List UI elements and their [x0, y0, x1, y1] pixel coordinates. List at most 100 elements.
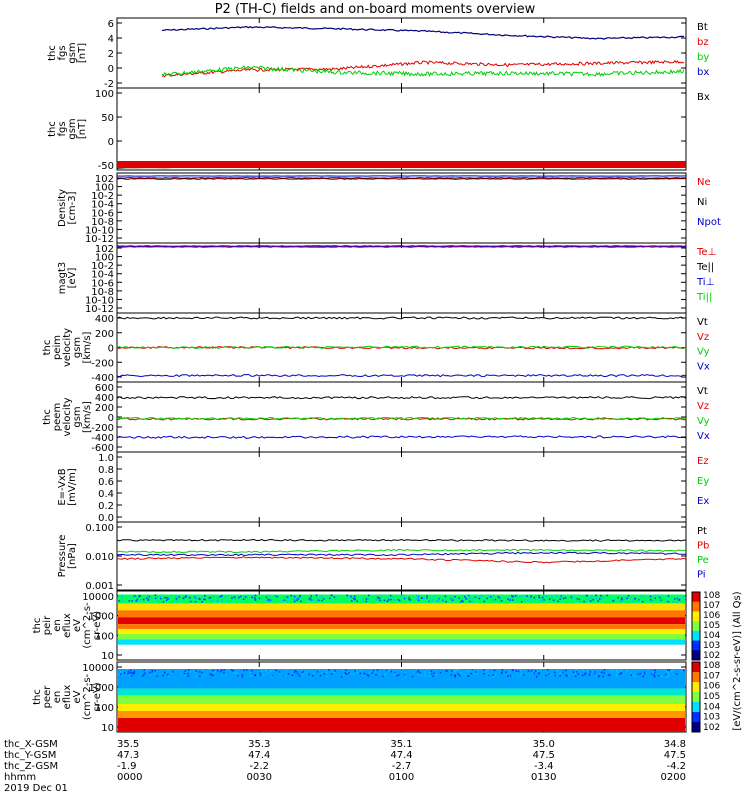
panel-ylabel-peir: eV [72, 619, 83, 632]
series-Vy [116, 416, 687, 420]
spectro-speckle [452, 670, 455, 673]
spectro-speckle [396, 674, 398, 677]
spectro-speckle [187, 675, 189, 677]
spectro-speckle [634, 600, 637, 602]
spectro-speckle [620, 597, 623, 599]
spectro-speckle [466, 598, 469, 601]
spectro-speckle [532, 672, 534, 674]
panel-ylabel-density: Density [57, 189, 68, 227]
spectro-speckle [198, 598, 200, 600]
spectro-speckle [225, 673, 227, 676]
spectro-speckle [538, 672, 541, 674]
spectro-speckle [597, 675, 600, 677]
panel-ylabel-peir: thc [32, 618, 43, 634]
spectro-speckle [156, 675, 159, 677]
y-tick-label: -400 [91, 373, 114, 384]
spectro-speckle [595, 597, 597, 599]
spectro-speckle [493, 669, 496, 672]
spectro-speckle [445, 670, 448, 672]
spectro-speckle [432, 598, 434, 601]
spectro-band [118, 624, 685, 629]
legend-peim-Vx: Vx [697, 361, 710, 372]
panel-ylabel-peem: gsm [72, 406, 83, 427]
panel-ylabel-fgs2: fgs [57, 121, 68, 136]
spectro-speckle [302, 674, 305, 677]
spectro-speckle [454, 674, 456, 677]
legend-temperature-Ti⊥: Ti⊥ [696, 277, 714, 288]
spectro-speckle [242, 669, 245, 671]
spectro-speckle [551, 597, 553, 599]
spectro-speckle [467, 674, 469, 677]
series-Vz [116, 417, 687, 421]
y-tick-label: 0.2 [98, 501, 114, 512]
spectro-speckle [151, 669, 153, 672]
spectro-speckle [363, 673, 366, 675]
panel-ylabel-peem: velocity [62, 397, 73, 436]
spectro-speckle [346, 594, 348, 597]
spectro-speckle [384, 673, 386, 675]
spectro-speckle [221, 675, 223, 677]
spectro-speckle [511, 594, 513, 597]
legend-fgs-by: by [697, 52, 709, 63]
spectro-speckle [261, 670, 263, 673]
spectro-speckle [634, 675, 636, 678]
spectro-speckle [665, 669, 667, 672]
spectro-speckle [153, 597, 155, 599]
spectro-speckle [128, 675, 131, 678]
spectro-speckle [259, 674, 262, 676]
spectro-speckle [298, 675, 301, 677]
spectro-speckle [537, 669, 539, 672]
spectro-speckle [201, 669, 203, 671]
legend-temperature-Te||: Te|| [696, 262, 714, 273]
spectro-speckle [195, 675, 197, 678]
spectro-speckle [675, 673, 678, 675]
spectro-speckle [143, 672, 146, 674]
spectro-speckle [597, 600, 599, 602]
spectro-speckle [490, 596, 492, 598]
y-tick-label: 0.0 [98, 513, 114, 524]
panel-ylabel-peim: [km/s] [82, 331, 93, 363]
spectro-speckle [162, 601, 165, 603]
spectro-speckle [368, 598, 370, 601]
spectro-speckle [529, 597, 532, 600]
colorbar-segment [692, 682, 700, 693]
spectro-speckle [404, 672, 407, 674]
spectro-speckle [463, 596, 466, 598]
spectro-speckle [475, 671, 477, 673]
spectro-speckle [216, 596, 218, 599]
x-axis-value: 34.8 [664, 739, 686, 750]
spectro-speckle [198, 671, 201, 673]
spectro-speckle [241, 674, 244, 676]
spectro-speckle [473, 673, 476, 675]
spectro-speckle [592, 599, 594, 601]
spectro-speckle [216, 600, 219, 602]
y-tick-label: 6 [108, 19, 114, 30]
spectro-speckle [139, 594, 141, 597]
spectro-speckle [418, 673, 420, 676]
colorbar-tick: 105 [703, 621, 720, 631]
spectro-speckle [311, 675, 314, 677]
series-bz [161, 59, 685, 78]
spectro-speckle [135, 600, 138, 602]
spectro-speckle [219, 596, 222, 598]
spectro-speckle [426, 595, 428, 597]
spectro-speckle [533, 672, 535, 674]
legend-efield-Ez: Ez [697, 456, 709, 467]
spectro-speckle [645, 672, 647, 675]
spectro-speckle [606, 594, 608, 597]
spectro-band [118, 711, 685, 718]
spectro-speckle [347, 671, 349, 673]
spectro-speckle [226, 601, 228, 603]
panel-ylabel-pressure: [nPa] [67, 543, 78, 569]
series-Pe [116, 548, 687, 554]
spectro-speckle [454, 596, 456, 598]
spectro-speckle [221, 599, 223, 602]
spectro-speckle [665, 673, 667, 676]
spectro-speckle [574, 675, 577, 677]
spectro-speckle [311, 599, 313, 601]
colorbar-segment [692, 592, 700, 603]
spectro-speckle [671, 601, 674, 603]
spectro-speckle [310, 595, 312, 597]
spectro-speckle [387, 670, 389, 673]
